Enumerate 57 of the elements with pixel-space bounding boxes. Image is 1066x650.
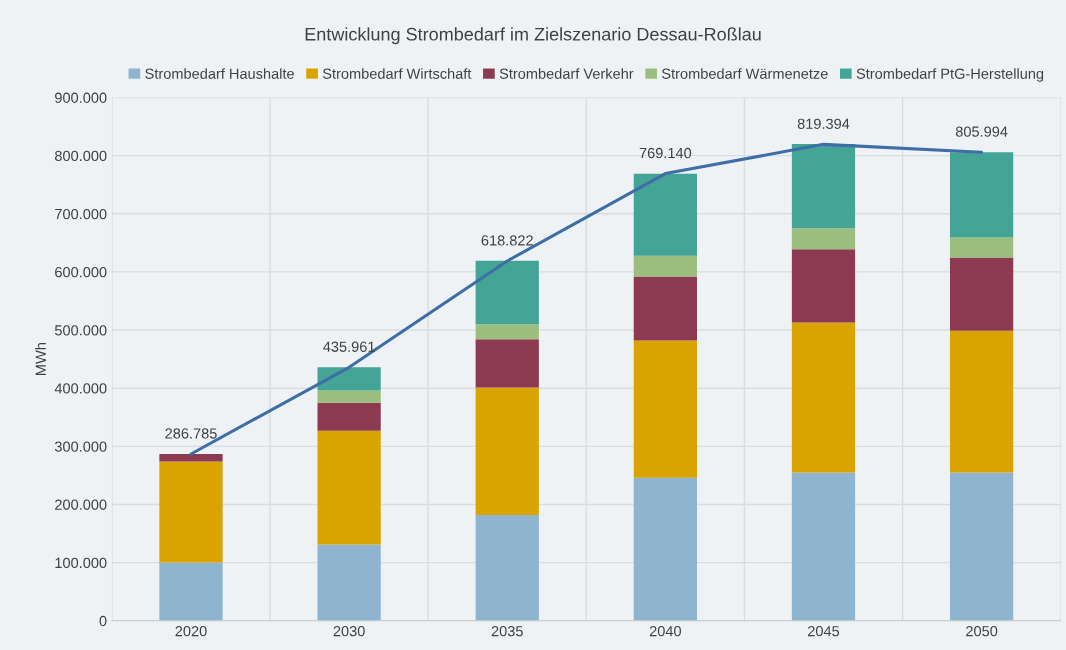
bar <box>633 173 697 256</box>
bar <box>633 340 697 478</box>
y-tick-label: 900.000 <box>55 92 107 103</box>
chart-title: Entwicklung Strombedarf im Zielszenario Dessau-Roßlau <box>305 27 761 45</box>
bar <box>317 367 381 391</box>
x-tick-label: 2020 <box>175 626 207 637</box>
x-tick-label: 2035 <box>491 626 523 637</box>
legend-label: Strombedarf Wärmenetze <box>662 68 828 79</box>
legend-label: Strombedarf Haushalte <box>145 68 294 79</box>
x-tick-label: 2045 <box>808 626 840 637</box>
bar <box>633 477 697 621</box>
bar <box>475 514 539 621</box>
bar <box>475 260 539 325</box>
data-label: 435.961 <box>323 341 375 352</box>
bar <box>949 330 1014 473</box>
bar <box>317 544 381 621</box>
bar <box>791 144 856 229</box>
y-tick-label: 500.000 <box>54 325 107 336</box>
bar <box>791 322 856 473</box>
bar <box>949 237 1014 258</box>
bar <box>317 390 381 403</box>
data-label: 286.785 <box>165 428 217 439</box>
bar <box>475 387 539 515</box>
bar <box>475 339 539 388</box>
y-tick-label: 200.000 <box>55 499 107 510</box>
bar <box>791 472 856 621</box>
bar <box>791 249 856 323</box>
bar <box>949 472 1014 621</box>
data-label: 769.140 <box>639 147 692 159</box>
legend-label: Strombedarf PtG-Herstellung <box>856 68 1044 82</box>
bar <box>159 562 223 621</box>
y-tick-label: 0 <box>99 615 107 627</box>
y-axis-title: MWh <box>35 343 46 375</box>
bar <box>159 453 223 462</box>
data-label: 805.994 <box>955 126 1008 137</box>
bar <box>475 324 539 340</box>
x-tick-label: 2050 <box>966 626 998 637</box>
legend-label: Strombedarf Wirtschaft <box>322 68 472 79</box>
y-tick-label: 600.000 <box>55 267 107 278</box>
legend-label: Strombedarf Verkehr <box>499 68 634 79</box>
y-tick-label: 400.000 <box>54 383 107 394</box>
bar <box>633 255 697 277</box>
bar <box>949 152 1014 238</box>
bar <box>791 228 856 250</box>
y-tick-label: 700.000 <box>55 208 107 220</box>
x-tick-label: 2040 <box>649 626 682 637</box>
y-tick-label: 300.000 <box>54 441 107 452</box>
data-label: 618.822 <box>481 235 533 246</box>
x-tick-label: 2030 <box>333 626 365 637</box>
bar <box>159 461 223 563</box>
y-tick-label: 100.000 <box>55 557 107 569</box>
bar <box>317 430 381 545</box>
bar <box>317 402 381 431</box>
data-label: 819.394 <box>797 118 850 129</box>
bar <box>949 257 1014 331</box>
bar <box>633 276 697 341</box>
y-tick-label: 800.000 <box>54 150 107 162</box>
